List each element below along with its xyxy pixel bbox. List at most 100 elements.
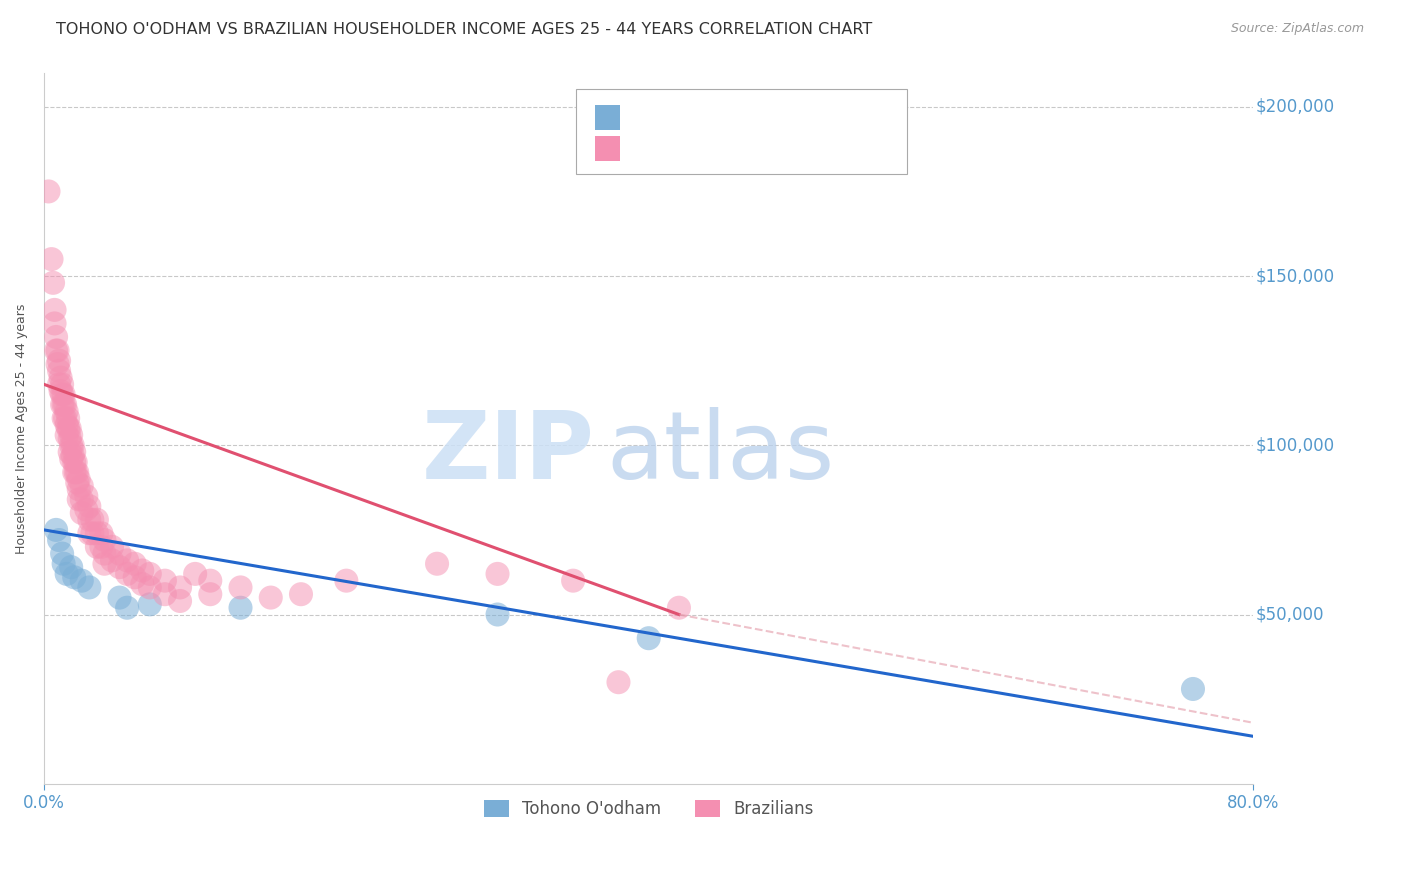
Point [335, 574, 357, 588]
Point [67, 472, 90, 486]
Point [260, 591, 283, 605]
Point [131, 577, 153, 591]
Point [153, 574, 176, 588]
Point [82, 526, 104, 541]
Point [90, 540, 112, 554]
Point [70, 574, 93, 588]
Point [75, 502, 97, 516]
Point [52, 411, 75, 425]
Point [49, 370, 72, 384]
Point [60, 560, 83, 574]
Point [51, 547, 73, 561]
Point [169, 594, 191, 608]
Point [184, 566, 207, 581]
Point [63, 570, 86, 584]
Point [93, 533, 115, 547]
Text: $100,000: $100,000 [1256, 436, 1336, 454]
Point [79, 526, 101, 541]
Point [51, 377, 73, 392]
Point [562, 574, 585, 588]
Point [124, 557, 146, 571]
Point [200, 587, 222, 601]
Point [45, 523, 67, 537]
Point [56, 421, 79, 435]
Point [139, 598, 162, 612]
Point [62, 438, 84, 452]
Point [63, 445, 86, 459]
Point [93, 557, 115, 571]
Point [426, 557, 449, 571]
Point [101, 553, 124, 567]
Point [108, 547, 131, 561]
Text: $150,000: $150,000 [1256, 267, 1336, 285]
Point [70, 506, 93, 520]
Point [41, 252, 63, 267]
Text: ZIP: ZIP [422, 408, 595, 500]
Point [46, 357, 69, 371]
Point [60, 428, 83, 442]
Point [637, 631, 659, 645]
Point [169, 581, 191, 595]
Point [63, 455, 86, 469]
Point [75, 489, 97, 503]
Point [44, 302, 66, 317]
Point [48, 533, 70, 547]
Point [63, 466, 86, 480]
Point [153, 587, 176, 601]
Point [486, 607, 509, 622]
Point [51, 398, 73, 412]
Text: Source: ZipAtlas.com: Source: ZipAtlas.com [1230, 22, 1364, 36]
Text: -0.597: -0.597 [673, 111, 728, 126]
Point [52, 387, 75, 401]
Point [55, 566, 77, 581]
Point [108, 591, 131, 605]
Point [139, 566, 162, 581]
Point [93, 547, 115, 561]
Point [200, 574, 222, 588]
Point [55, 417, 77, 432]
Text: R =: R = [631, 111, 665, 126]
Point [62, 449, 84, 463]
Point [67, 492, 90, 507]
Text: N =: N = [744, 141, 787, 156]
Point [607, 675, 630, 690]
Point [79, 581, 101, 595]
Point [86, 526, 108, 541]
Point [90, 526, 112, 541]
Point [59, 432, 82, 446]
Point [79, 513, 101, 527]
Text: 89: 89 [789, 141, 810, 156]
Point [65, 466, 87, 480]
Point [290, 587, 312, 601]
Point [1181, 681, 1204, 696]
Point [53, 411, 76, 425]
Point [139, 581, 162, 595]
Text: $50,000: $50,000 [1256, 606, 1324, 624]
Point [45, 330, 67, 344]
Point [55, 404, 77, 418]
Point [115, 600, 138, 615]
Point [668, 600, 690, 615]
Point [48, 364, 70, 378]
Text: R =: R = [631, 141, 665, 156]
Legend: Tohono O'odham, Brazilians: Tohono O'odham, Brazilians [477, 794, 820, 825]
Point [59, 421, 82, 435]
Y-axis label: Householder Income Ages 25 - 44 years: Householder Income Ages 25 - 44 years [15, 303, 28, 554]
Point [486, 566, 509, 581]
Point [59, 445, 82, 459]
Point [82, 513, 104, 527]
Text: 16: 16 [789, 111, 810, 126]
Point [131, 564, 153, 578]
Point [51, 387, 73, 401]
Point [55, 428, 77, 442]
Point [86, 540, 108, 554]
Point [48, 377, 70, 392]
Point [52, 557, 75, 571]
Point [229, 581, 252, 595]
Point [60, 451, 83, 466]
Point [86, 513, 108, 527]
Point [53, 398, 76, 412]
Point [46, 343, 69, 358]
Point [124, 570, 146, 584]
Point [115, 566, 138, 581]
